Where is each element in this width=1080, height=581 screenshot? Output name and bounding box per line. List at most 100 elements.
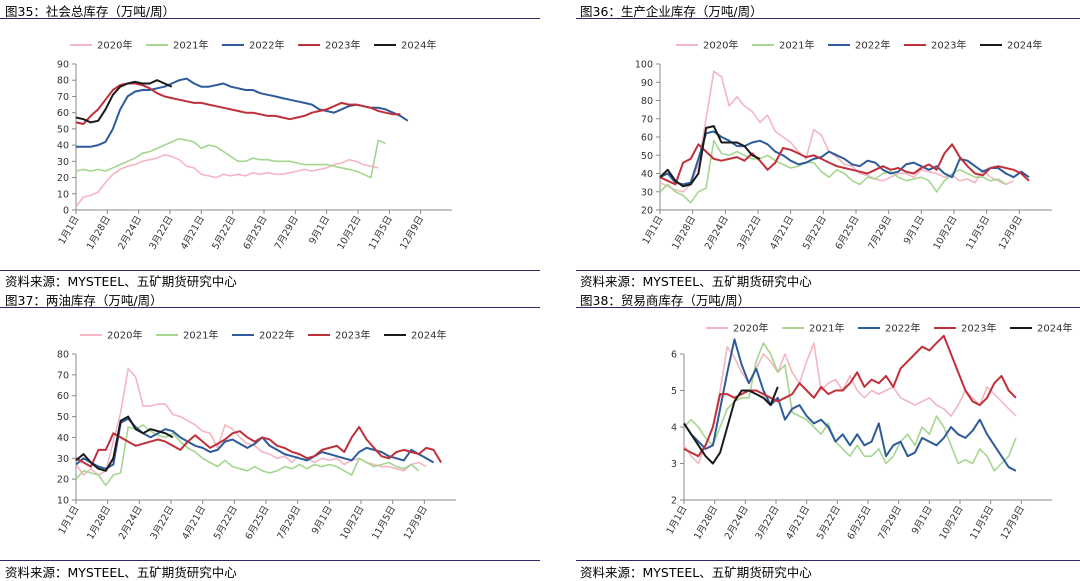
series-line-2020年 xyxy=(75,367,427,476)
source-note: 资料来源：MYSTEEL、五矿期货研究中心 xyxy=(5,274,237,289)
y-tick-label: 30 xyxy=(57,454,69,465)
legend-label: 2020年 xyxy=(97,39,132,52)
x-tick-label: 6月25日 xyxy=(244,504,272,542)
series-line-2021年 xyxy=(659,139,1007,204)
y-tick-label: 90 xyxy=(641,78,653,89)
x-tick-label: 1月28日 xyxy=(85,214,113,252)
y-tick-label: 30 xyxy=(57,157,69,168)
x-tick-label: 6月25日 xyxy=(242,214,270,252)
y-tick-label: 50 xyxy=(57,124,69,135)
line-chart-producer-inventory: 20 30 40 50 60 70 80 90 100 1月1日 1月28日 2月24日 3月22日 4月… xyxy=(635,39,1052,252)
title-divider xyxy=(576,307,1080,308)
figure-title: 图35：社会总库存（万吨/周） xyxy=(5,4,176,19)
y-tick-label: 70 xyxy=(57,370,69,381)
y-tick-label: 60 xyxy=(641,133,653,144)
legend-label: 2022年 xyxy=(855,39,890,52)
x-tick-label: 7月29日 xyxy=(275,504,303,542)
x-tick-label: 9月1日 xyxy=(310,504,335,536)
y-tick-label: 60 xyxy=(57,391,69,402)
x-tick-label: 3月22日 xyxy=(754,504,782,542)
x-tick-label: 12月9日 xyxy=(398,214,426,252)
x-tick-label: 9月1日 xyxy=(307,214,332,246)
x-tick-label: 4月21日 xyxy=(768,214,796,252)
figure-title: 图36：生产企业库存（万吨/周） xyxy=(580,4,763,19)
series-line-2022年 xyxy=(75,417,435,470)
x-tick-label: 5月22日 xyxy=(815,504,843,542)
legend-label: 2022年 xyxy=(885,322,920,335)
series-line-2023年 xyxy=(75,82,401,125)
y-tick-label: 2 xyxy=(671,496,677,507)
source-divider xyxy=(576,560,1080,561)
legend-label: 2021年 xyxy=(173,39,208,52)
line-chart-two-oil-inventory: 10 20 30 40 50 60 70 80 1月1日 1月28日 2月24日 3月22日 4月21日… xyxy=(57,329,456,542)
series-line-2022年 xyxy=(659,130,1030,186)
series-line-2021年 xyxy=(75,424,420,487)
x-tick-label: 10月2日 xyxy=(932,214,960,252)
legend-label: 2020年 xyxy=(733,322,768,335)
x-tick-label: 9月1日 xyxy=(902,214,927,246)
x-tick-label: 12月9日 xyxy=(999,504,1027,542)
source-note: 资料来源：MYSTEEL、五矿期货研究中心 xyxy=(580,565,812,580)
series-line-2022年 xyxy=(683,338,1017,472)
y-tick-label: 20 xyxy=(57,173,69,184)
y-tick-label: 4 xyxy=(671,423,677,434)
legend-label: 2024年 xyxy=(1037,322,1072,335)
legend-label: 2024年 xyxy=(401,39,436,52)
series-line-2024年 xyxy=(659,125,761,188)
x-tick-label: 12月9日 xyxy=(402,504,430,542)
legend-label: 2020年 xyxy=(703,39,738,52)
y-tick-label: 80 xyxy=(641,96,653,107)
series-line-2021年 xyxy=(75,137,386,179)
y-tick-label: 60 xyxy=(57,108,69,119)
x-tick-label: 1月1日 xyxy=(57,504,82,536)
series-line-2023年 xyxy=(659,143,1030,186)
x-tick-label: 5月22日 xyxy=(212,504,240,542)
legend-label: 2020年 xyxy=(107,329,142,342)
x-tick-label: 12月9日 xyxy=(997,214,1025,252)
series-line-2020年 xyxy=(659,70,1014,193)
series-line-2023年 xyxy=(75,426,442,468)
y-tick-label: 5 xyxy=(671,386,677,397)
x-tick-label: 9月1日 xyxy=(910,504,935,536)
title-divider xyxy=(0,307,540,308)
legend-label: 2022年 xyxy=(259,329,294,342)
legend-label: 2023年 xyxy=(325,39,360,52)
x-tick-label: 1月1日 xyxy=(641,214,666,246)
x-tick-label: 2月24日 xyxy=(117,504,145,542)
y-tick-label: 20 xyxy=(57,475,69,486)
y-tick-label: 80 xyxy=(57,350,69,361)
y-tick-label: 30 xyxy=(641,187,653,198)
source-note: 资料来源：MYSTEEL、五矿期货研究中心 xyxy=(580,274,812,289)
y-tick-label: 10 xyxy=(57,189,69,200)
y-tick-label: 70 xyxy=(57,92,69,103)
title-divider xyxy=(576,18,1080,19)
y-tick-label: 100 xyxy=(635,60,653,71)
x-tick-label: 6月25日 xyxy=(846,504,874,542)
series-line-2021年 xyxy=(683,342,1017,472)
x-tick-label: 1月1日 xyxy=(665,504,690,536)
x-tick-label: 11月5日 xyxy=(370,504,398,542)
x-tick-label: 11月5日 xyxy=(367,214,395,252)
y-tick-label: 40 xyxy=(57,433,69,444)
title-divider xyxy=(0,18,540,19)
y-tick-label: 20 xyxy=(641,206,653,217)
x-tick-label: 11月5日 xyxy=(968,504,996,542)
x-tick-label: 4月21日 xyxy=(179,214,207,252)
legend-label: 2024年 xyxy=(1007,39,1042,52)
x-tick-label: 1月28日 xyxy=(692,504,720,542)
figure-title: 图37：两油库存（万吨/周） xyxy=(5,293,163,308)
source-divider xyxy=(0,560,540,561)
y-tick-label: 6 xyxy=(671,350,677,361)
legend-label: 2023年 xyxy=(961,322,996,335)
x-tick-label: 1月28日 xyxy=(670,214,698,252)
x-tick-label: 4月21日 xyxy=(180,504,208,542)
legend-label: 2021年 xyxy=(779,39,814,52)
x-tick-label: 1月1日 xyxy=(57,214,82,246)
y-tick-label: 70 xyxy=(641,114,653,125)
y-tick-label: 40 xyxy=(641,169,653,180)
legend-label: 2022年 xyxy=(249,39,284,52)
x-tick-label: 2月24日 xyxy=(703,214,731,252)
y-tick-label: 50 xyxy=(641,151,653,162)
y-tick-label: 10 xyxy=(57,496,69,507)
x-tick-label: 3月22日 xyxy=(736,214,764,252)
